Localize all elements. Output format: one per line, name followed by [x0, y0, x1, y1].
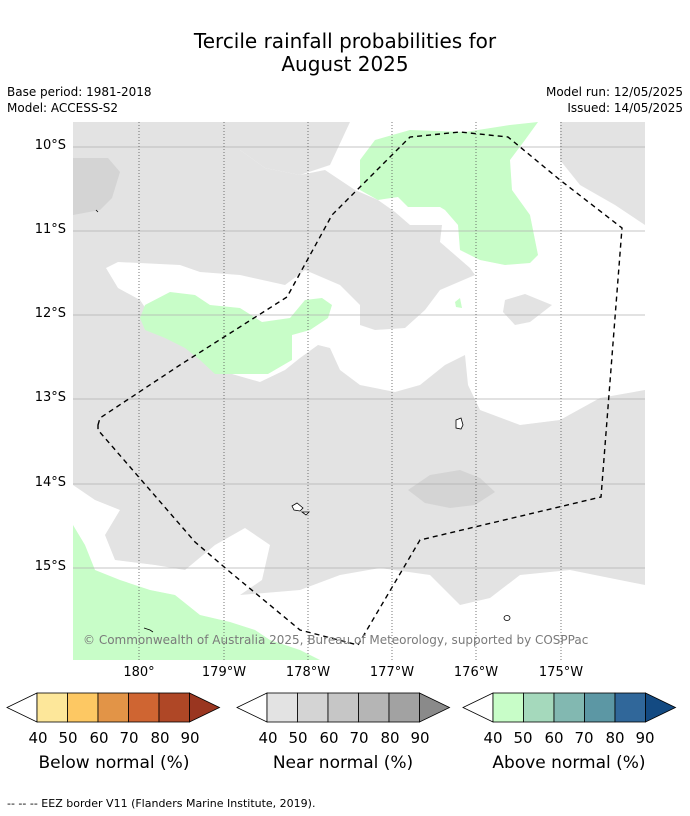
colorbar-box: [614, 692, 646, 723]
colorbar-box: [297, 692, 329, 723]
near-normal-50-region: [73, 158, 495, 508]
graticule: [73, 122, 645, 660]
colorbar-box: [158, 692, 190, 723]
near-tick: 40: [258, 729, 278, 747]
meta-left: Base period: 1981-2018 Model: ACCESS-S2: [7, 84, 152, 116]
above-tick: 50: [513, 729, 533, 747]
meta-right: Model run: 12/05/2025 Issued: 14/05/2025: [546, 84, 683, 116]
title-line-2: August 2025: [281, 52, 409, 76]
below-tick: 70: [119, 729, 139, 747]
lon-label-179w: 179°W: [201, 665, 247, 680]
colorbar-arrow-high: [645, 692, 677, 723]
above-tick: 70: [574, 729, 594, 747]
colorbar-box: [523, 692, 555, 723]
lon-label-178w: 178°W: [285, 665, 331, 680]
base-period: Base period: 1981-2018: [7, 85, 152, 99]
colorbar-box: [67, 692, 99, 723]
colorbar-box: [492, 692, 524, 723]
near-normal-colorbar: [236, 692, 451, 723]
copyright-notice: © Commonwealth of Australia 2025, Bureau…: [83, 633, 589, 647]
colorbar-box: [584, 692, 616, 723]
islands: [95, 209, 511, 633]
above-tick: 60: [544, 729, 564, 747]
colorbar-box: [128, 692, 160, 723]
lat-label-15s: 15°S: [34, 559, 66, 574]
model-run: Model run: 12/05/2025: [545, 85, 683, 99]
colorbar-arrow-high: [189, 692, 221, 723]
above-normal-colorbar: [462, 692, 677, 723]
below-tick: 80: [150, 729, 170, 747]
lon-label-175w: 175°W: [538, 665, 584, 680]
above-tick: 80: [605, 729, 625, 747]
above-tick: 40: [483, 729, 503, 747]
above-tick: 90: [635, 729, 655, 747]
colorbar-arrow-low: [236, 692, 268, 723]
colorbar-box: [97, 692, 129, 723]
below-tick: 60: [89, 729, 109, 747]
lon-label-176w: 176°W: [453, 665, 499, 680]
lon-label-180: 180°: [123, 665, 155, 680]
eez-border: [97, 131, 623, 646]
lat-label-11s: 11°S: [34, 222, 66, 237]
lat-label-10s: 10°S: [34, 138, 66, 153]
below-tick: 40: [28, 729, 48, 747]
colorbar-box: [388, 692, 420, 723]
near-normal-title: Near normal (%): [272, 753, 414, 773]
below-normal-title: Below normal (%): [38, 753, 190, 773]
above-normal-title: Above normal (%): [492, 753, 646, 773]
lat-label-12s: 12°S: [34, 306, 66, 321]
colorbar-box: [36, 692, 68, 723]
title-line-1: Tercile rainfall probabilities for: [193, 29, 497, 53]
colorbar-arrow-low: [462, 692, 494, 723]
map-area: [73, 122, 645, 660]
colorbar-arrow-high: [419, 692, 451, 723]
lat-label-13s: 13°S: [34, 390, 66, 405]
map-canvas: [73, 122, 645, 660]
above-normal-region: [73, 122, 538, 660]
below-normal-colorbar: [6, 692, 221, 723]
map-title: Tercile rainfall probabilities for Augus…: [0, 30, 690, 76]
below-tick: 50: [58, 729, 78, 747]
near-tick: 70: [349, 729, 369, 747]
colorbar-box: [553, 692, 585, 723]
lon-label-177w: 177°W: [369, 665, 415, 680]
colorbar-box: [327, 692, 359, 723]
near-tick: 90: [410, 729, 430, 747]
near-tick: 50: [288, 729, 308, 747]
lat-label-14s: 14°S: [34, 475, 66, 490]
below-tick: 90: [180, 729, 200, 747]
issued-date: Issued: 14/05/2025: [567, 101, 683, 115]
colorbar-box: [266, 692, 298, 723]
model-name: Model: ACCESS-S2: [7, 101, 119, 115]
colorbar-box: [358, 692, 390, 723]
near-tick: 60: [319, 729, 339, 747]
eez-footnote: -- -- -- EEZ border V11 (Flanders Marine…: [7, 797, 316, 810]
colorbar-arrow-low: [6, 692, 38, 723]
near-tick: 80: [380, 729, 400, 747]
